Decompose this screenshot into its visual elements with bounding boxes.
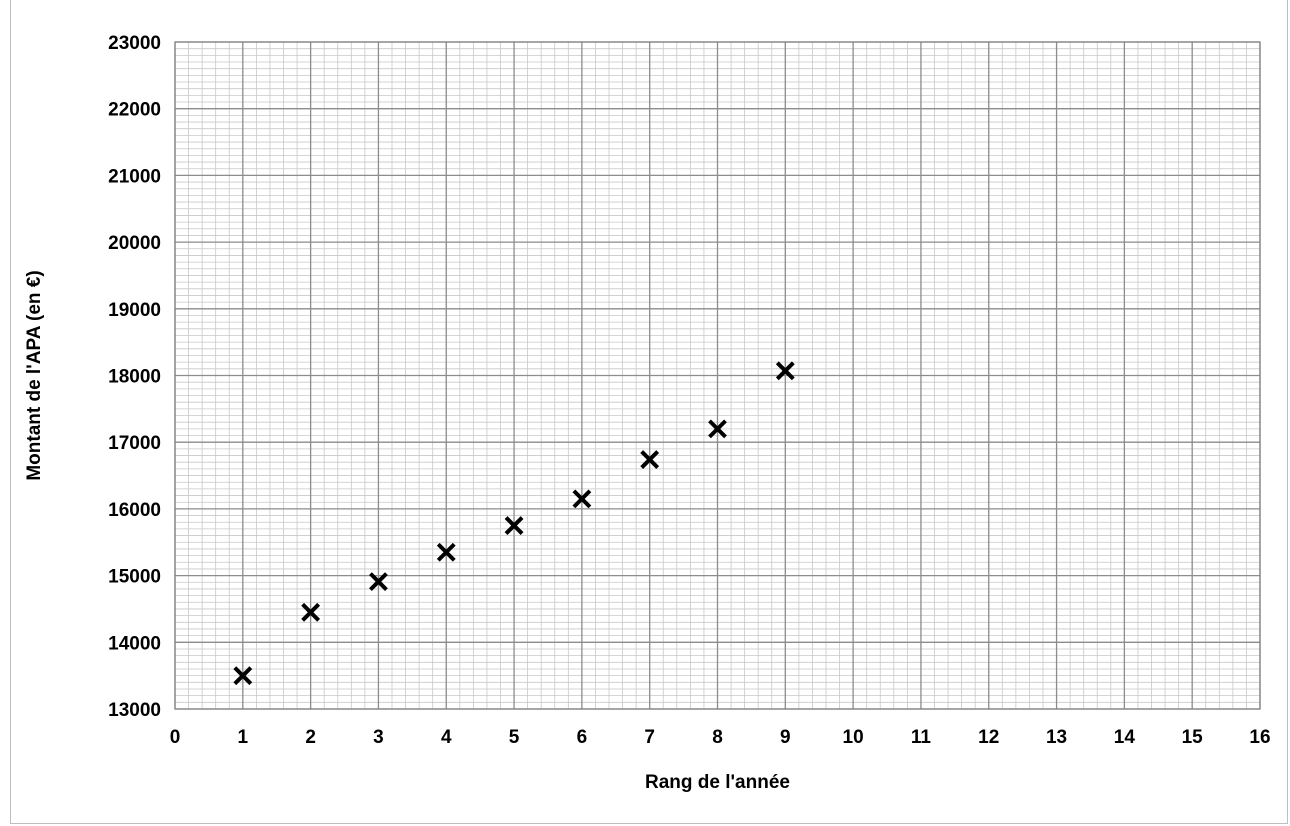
y-tick-labels: 13000 14000 15000 16000 17000 18000 19000 20000…: [108, 33, 161, 721]
x-tick-label: 11: [911, 727, 932, 748]
x-tick-label: 14: [1114, 727, 1136, 748]
x-axis-label: Rang de l'année: [645, 772, 790, 793]
y-tick-label: 13000: [108, 700, 161, 721]
x-tick-label: 4: [441, 727, 452, 748]
y-tick-label: 16000: [108, 500, 161, 521]
x-tick-label: 9: [780, 727, 791, 748]
data-point-marker: [233, 666, 253, 686]
x-tick-label: 7: [644, 727, 655, 748]
y-tick-label: 15000: [108, 567, 161, 588]
x-tick-label: 8: [712, 727, 723, 748]
data-points: [233, 361, 795, 686]
data-point-marker: [301, 602, 321, 622]
x-tick-label: 12: [978, 727, 999, 748]
y-tick-label: 19000: [108, 300, 161, 321]
x-tick-label: 13: [1046, 727, 1067, 748]
x-tick-label: 3: [373, 727, 384, 748]
data-point-marker: [436, 542, 456, 562]
y-tick-label: 21000: [108, 166, 161, 187]
y-tick-label: 18000: [108, 367, 161, 388]
data-point-marker: [369, 572, 388, 592]
plot-area-border: [174, 41, 1261, 710]
x-tick-label: 2: [305, 727, 316, 748]
data-point-marker: [640, 450, 660, 469]
x-tick-label: 16: [1249, 727, 1270, 748]
x-tick-label: 0: [170, 727, 181, 748]
data-point-marker: [775, 361, 795, 381]
x-tick-label: 6: [577, 727, 588, 748]
chart-frame: [10, 0, 1288, 824]
data-point-marker: [572, 489, 592, 509]
x-tick-label: 10: [843, 727, 864, 748]
y-tick-label: 20000: [108, 233, 161, 254]
y-tick-label: 17000: [108, 433, 161, 454]
major-gridlines: [174, 41, 1261, 710]
y-axis-label: Montant de l'APA (en €): [24, 270, 45, 480]
y-tick-label: 23000: [108, 33, 161, 54]
y-tick-label: 22000: [108, 100, 161, 121]
x-tick-labels: 0 1 2 3 4 5 6 7 8 9 10 11 12 13 14 15 16: [170, 727, 1271, 748]
data-point-marker: [504, 516, 524, 535]
x-tick-label: 5: [509, 727, 520, 748]
x-tick-label: 15: [1182, 727, 1204, 748]
x-tick-label: 1: [238, 727, 249, 748]
data-point-marker: [708, 419, 727, 439]
y-tick-label: 14000: [108, 633, 161, 654]
